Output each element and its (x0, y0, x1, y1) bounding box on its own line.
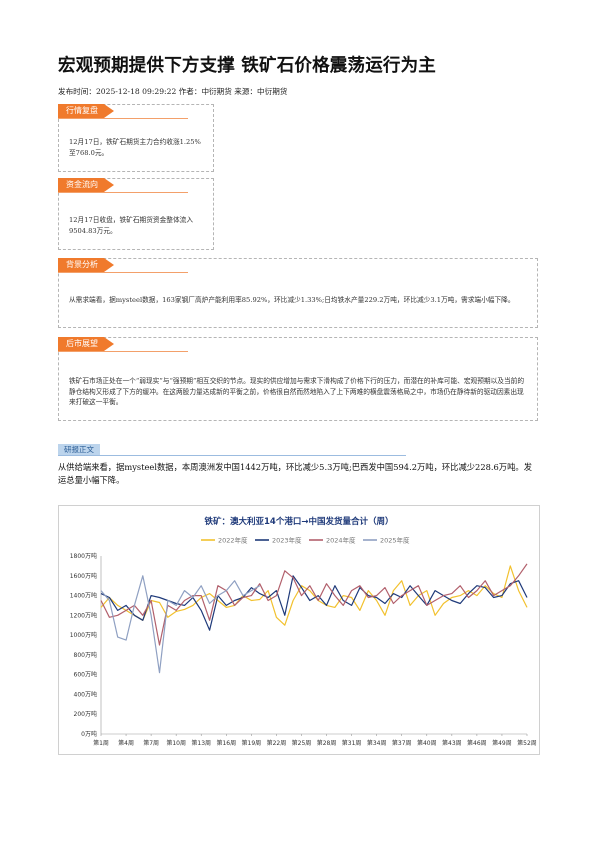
chart-title: 铁矿：澳大利亚14个港口→中国发货量合计（周） (205, 516, 394, 527)
series-line-2024年度 (100, 563, 528, 646)
x-tick-label: 第19周 (242, 739, 262, 747)
y-tick-label: 400万吨 (74, 690, 97, 698)
x-tick-label: 第25周 (292, 739, 312, 747)
series-line-2023年度 (100, 575, 528, 631)
y-tick-label: 800万吨 (74, 651, 97, 659)
y-tick-label: 0万吨 (81, 730, 97, 738)
x-tick-label: 第22周 (267, 739, 287, 747)
section-outlook: 后市展望 铁矿石市场正处在一个“弱现实”与“强预期”相互交织的节点。现实的供应增… (58, 337, 538, 421)
x-tick-label: 第16周 (216, 739, 236, 747)
legend-label: 2022年度 (218, 536, 248, 545)
section-text: 12月17日收盘，铁矿石期货资金整体流入9504.83万元。 (69, 216, 194, 235)
y-tick-label: 1600万吨 (70, 572, 97, 580)
x-tick-label: 第31周 (342, 739, 362, 747)
section-text: 铁矿石市场正处在一个“弱现实”与“强预期”相互交织的节点。现实的供应增加与需求下… (69, 377, 525, 406)
x-tick-label: 第28周 (317, 739, 337, 747)
article-title: 宏观预期提供下方支撑 铁矿石价格震荡运行为主 (58, 56, 436, 76)
y-tick-label: 200万吨 (74, 710, 97, 718)
section-text: 从需求端看，据mysteel数据，163家钢厂高炉产能利用率85.92%，环比减… (69, 296, 515, 304)
y-tick-label: 1200万吨 (70, 611, 97, 619)
section-tag: 背景分析 (58, 258, 188, 273)
section-tag: 行情复盘 (58, 104, 188, 119)
section-tag: 资金流向 (58, 178, 188, 193)
report-heading-rule (58, 455, 406, 456)
legend-label: 2024年度 (326, 536, 356, 545)
y-tick-label: 600万吨 (74, 671, 97, 679)
section-tag: 后市展望 (58, 337, 188, 352)
legend-label: 2023年度 (272, 536, 302, 545)
x-tick-label: 第1周 (93, 739, 109, 747)
x-tick-label: 第46周 (467, 739, 487, 747)
line-chart: 铁矿：澳大利亚14个港口→中国发货量合计（周） 2022年度 2023年度 2024年… (70, 516, 537, 747)
report-paragraph: 从供给端来看，据mysteel数据，本周澳洲发中国1442万吨，环比减少5.3万… (58, 462, 532, 485)
section-text: 12月17日，铁矿石期货主力合约收涨1.25%至768.0元。 (69, 138, 201, 157)
section-market-review: 行情复盘 12月17日，铁矿石期货主力合约收涨1.25%至768.0元。 (58, 104, 214, 172)
x-tick-label: 第43周 (442, 739, 462, 747)
x-tick-label: 第40周 (417, 739, 437, 747)
legend-label: 2025年度 (380, 536, 410, 545)
x-tick-label: 第13周 (191, 739, 211, 747)
x-tick-label: 第52周 (517, 739, 537, 747)
chart-container: 铁矿：澳大利亚14个港口→中国发货量合计（周） 2022年度 2023年度 2024年… (58, 505, 540, 755)
x-tick-label: 第7周 (143, 739, 159, 747)
x-tick-label: 第49周 (492, 739, 512, 747)
x-tick-label: 第37周 (392, 739, 412, 747)
section-capital-flow: 资金流向 12月17日收盘，铁矿石期货资金整体流入9504.83万元。 (58, 178, 214, 250)
article-meta: 发布时间：2025-12-18 09:29:22 作者：中衍期货 来源：中衍期货 (58, 87, 288, 96)
series-line-2022年度 (100, 565, 528, 626)
y-tick-label: 1000万吨 (70, 631, 97, 639)
x-tick-label: 第34周 (367, 739, 387, 747)
series-line-2025年度 (100, 575, 261, 674)
report-heading: 研报正文 (58, 444, 100, 455)
y-tick-label: 1400万吨 (70, 592, 97, 600)
y-tick-label: 1800万吨 (70, 552, 97, 560)
x-tick-label: 第10周 (166, 739, 186, 747)
x-tick-label: 第4周 (118, 739, 134, 747)
section-background: 背景分析 从需求端看，据mysteel数据，163家钢厂高炉产能利用率85.92… (58, 258, 538, 328)
